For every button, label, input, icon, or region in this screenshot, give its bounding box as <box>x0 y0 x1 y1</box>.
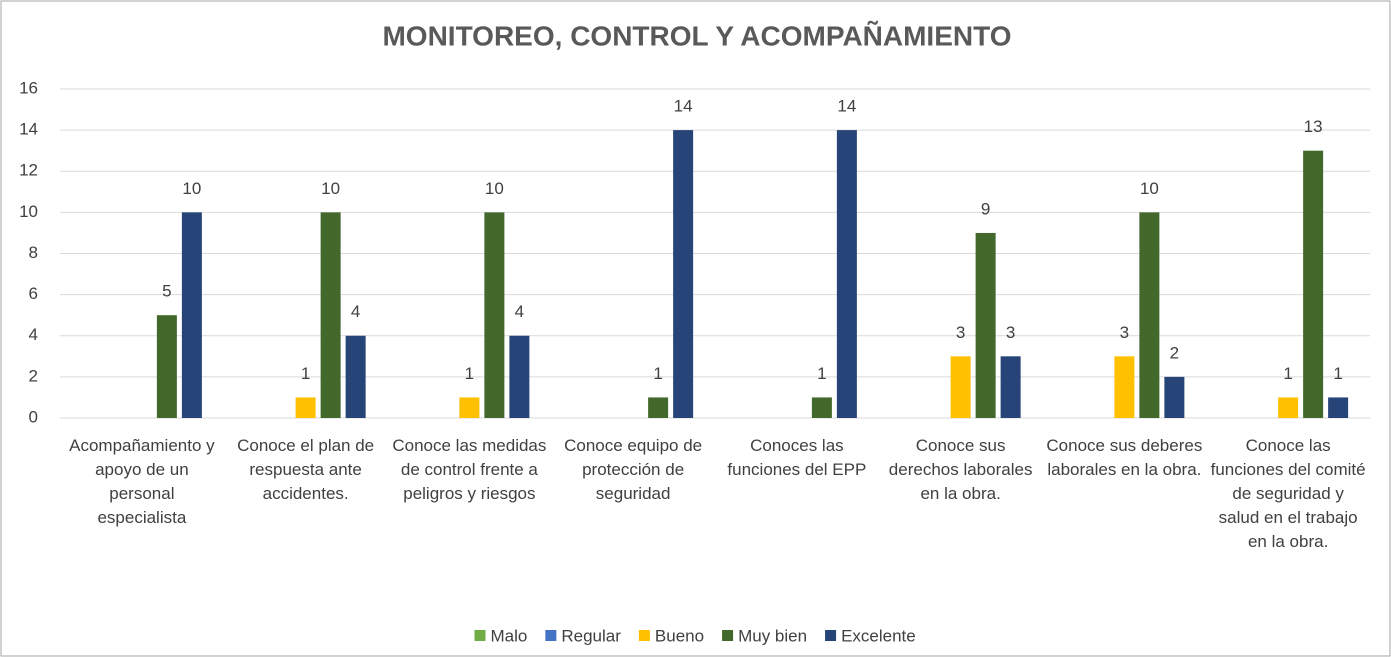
data-label: 14 <box>674 97 693 116</box>
data-label: 10 <box>1140 179 1159 198</box>
bar <box>1000 356 1021 418</box>
bar <box>1114 356 1135 418</box>
data-label: 4 <box>515 302 524 321</box>
chart-title: MONITOREO, CONTROL Y ACOMPAÑAMIENTO <box>382 20 1011 51</box>
legend-label: Regular <box>561 626 621 645</box>
bar <box>1328 397 1349 418</box>
data-label: 10 <box>485 179 504 198</box>
data-label: 1 <box>1283 364 1292 383</box>
data-label: 5 <box>162 282 171 301</box>
bar <box>1164 376 1185 418</box>
x-tick-label: Conoce sus deberes laborales en la obra. <box>1046 436 1202 479</box>
bar <box>811 397 832 418</box>
y-tick-label: 12 <box>19 161 38 180</box>
x-tick-label: Conoce las medidas de control frente a pel… <box>392 436 546 503</box>
bar <box>836 130 857 418</box>
data-label: 14 <box>837 97 856 116</box>
legend-swatch <box>638 630 650 641</box>
bar <box>345 335 366 418</box>
data-label: 10 <box>321 179 340 198</box>
legend-swatch <box>474 630 486 641</box>
x-tick-label: Conoce sus derechos laborales en la obra. <box>889 436 1033 503</box>
legend-swatch <box>825 630 837 641</box>
bar <box>1139 212 1160 418</box>
y-tick-label: 8 <box>29 243 38 262</box>
data-label: 3 <box>1120 323 1129 342</box>
y-tick-label: 10 <box>19 202 38 221</box>
y-tick-label: 0 <box>29 407 38 426</box>
bar <box>295 397 316 418</box>
y-tick-label: 6 <box>29 284 38 303</box>
y-tick-label: 4 <box>29 325 38 344</box>
x-tick-label: Acompañamiento y apoyo de un personal espec… <box>69 436 215 527</box>
legend-swatch <box>545 630 557 641</box>
data-label: 9 <box>981 199 990 218</box>
bar <box>156 315 177 418</box>
bar <box>1303 150 1324 418</box>
legend-label: Bueno <box>655 626 704 645</box>
data-label: 1 <box>301 364 310 383</box>
bar <box>648 397 669 418</box>
bar <box>950 356 971 418</box>
data-label: 3 <box>956 323 965 342</box>
bar <box>459 397 480 418</box>
data-label: 1 <box>1333 364 1342 383</box>
bar <box>484 212 505 418</box>
legend-swatch <box>722 630 734 641</box>
bar <box>975 232 996 418</box>
x-tick-label: Conoce el plan de respuesta ante accidente… <box>237 436 374 503</box>
y-tick-label: 14 <box>19 120 38 139</box>
legend-label: Muy bien <box>738 626 807 645</box>
bar <box>509 335 530 418</box>
y-tick-label: 16 <box>19 78 38 97</box>
bar <box>181 212 202 418</box>
data-label: 3 <box>1006 323 1015 342</box>
y-tick-label: 2 <box>29 366 38 385</box>
data-label: 2 <box>1170 343 1179 362</box>
data-label: 1 <box>817 364 826 383</box>
data-label: 1 <box>465 364 474 383</box>
legend-label: Malo <box>491 626 528 645</box>
bar <box>1278 397 1299 418</box>
data-label: 4 <box>351 302 360 321</box>
legend-label: Excelente <box>841 626 916 645</box>
bar <box>673 130 694 418</box>
data-label: 10 <box>182 179 201 198</box>
x-tick-label: Conoce las funciones del comité de segurid… <box>1211 436 1366 551</box>
x-tick-label: Conoces las funciones del EPP <box>727 436 866 479</box>
x-tick-label: Conoce equipo de protección de seguridad <box>564 436 702 503</box>
data-label: 13 <box>1304 117 1323 136</box>
data-label: 1 <box>653 364 662 383</box>
bar <box>320 212 341 418</box>
